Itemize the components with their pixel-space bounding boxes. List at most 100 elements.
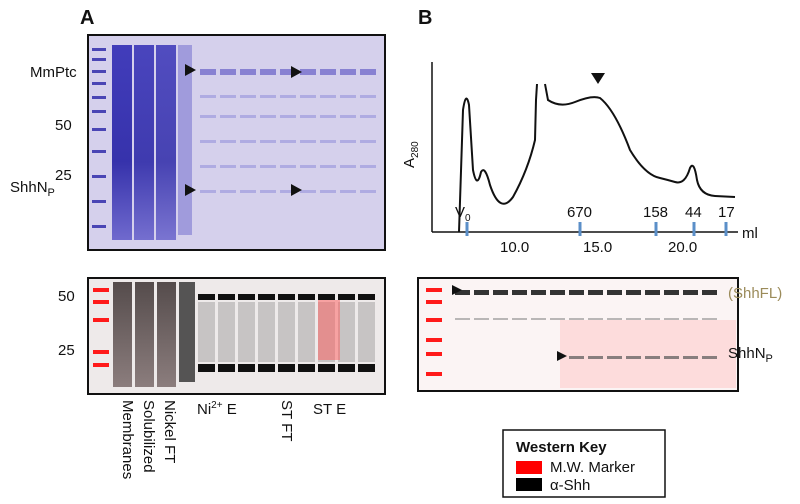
- band: [198, 364, 215, 372]
- band: [318, 364, 335, 372]
- lane-label: ST E: [313, 401, 346, 418]
- band: [664, 318, 679, 320]
- band: [200, 95, 216, 98]
- band: [664, 356, 679, 359]
- band: [320, 190, 336, 193]
- marker-label: 44: [685, 204, 702, 221]
- band: [220, 140, 236, 143]
- panel-label: B: [418, 7, 432, 29]
- band: [360, 190, 376, 193]
- lane-label: Ni2+ E: [197, 400, 237, 418]
- band: [200, 115, 216, 118]
- smear: [112, 45, 132, 240]
- ladder-band: [426, 318, 442, 322]
- band: [238, 364, 255, 372]
- band: [360, 115, 376, 118]
- band: [626, 290, 641, 295]
- lane: [358, 302, 375, 362]
- band: [260, 140, 276, 143]
- label-text: V: [455, 204, 465, 221]
- band: [260, 190, 276, 193]
- band-marker: [557, 351, 567, 361]
- band: [300, 140, 316, 143]
- key-swatch: [516, 461, 542, 474]
- band: [569, 356, 584, 359]
- band: [493, 318, 508, 320]
- band: [278, 294, 295, 300]
- band: [300, 115, 316, 118]
- band: [340, 95, 356, 98]
- band: [300, 190, 316, 193]
- lane: [218, 302, 235, 362]
- band: [340, 140, 356, 143]
- band: [683, 356, 698, 359]
- band: [298, 294, 315, 300]
- band: [588, 356, 603, 359]
- band: [300, 95, 316, 98]
- band: [474, 290, 489, 295]
- band: [200, 140, 216, 143]
- ladder-band: [426, 372, 442, 376]
- band: [320, 115, 336, 118]
- band: [280, 115, 296, 118]
- band: [340, 190, 356, 193]
- band: [493, 290, 508, 295]
- chromatogram-trace: [458, 83, 736, 233]
- label-text: Ni: [197, 401, 211, 418]
- label-text: E: [223, 401, 237, 418]
- band: [280, 165, 296, 168]
- ladder-band: [92, 225, 106, 228]
- band: [260, 165, 276, 168]
- peak-marker: [591, 73, 605, 84]
- ladder-band: [92, 128, 106, 131]
- band: [512, 318, 527, 320]
- band: [298, 364, 315, 372]
- key-item: M.W. Marker: [550, 459, 635, 476]
- band: [683, 318, 698, 320]
- ladder-band: [426, 288, 442, 292]
- band: [360, 140, 376, 143]
- lane-label: ST FT: [278, 400, 295, 441]
- band: [220, 115, 236, 118]
- band: [683, 290, 698, 295]
- ladder-band: [92, 200, 106, 203]
- gel-label: 25: [58, 342, 75, 359]
- gel-label: 50: [58, 288, 75, 305]
- lane: [278, 302, 295, 362]
- band: [664, 290, 679, 295]
- lane-label: Solubilized: [140, 400, 157, 473]
- gel-label: ShhNP: [10, 179, 55, 199]
- band: [280, 69, 296, 75]
- band-marker: [291, 66, 302, 78]
- ladder-band: [92, 175, 106, 178]
- ladder-band: [426, 352, 442, 356]
- lane-label: Nickel FT: [161, 400, 178, 463]
- band: [338, 294, 355, 300]
- smear: [156, 45, 176, 240]
- lane: [198, 302, 215, 362]
- band: [200, 69, 216, 75]
- band: [645, 356, 660, 359]
- band: [238, 294, 255, 300]
- band-marker: [291, 184, 302, 196]
- band: [218, 364, 235, 372]
- key-swatch: [516, 478, 542, 491]
- marker-label: 670: [567, 204, 592, 221]
- band: [569, 318, 584, 320]
- y-axis-label: A280: [401, 141, 421, 168]
- ladder-band: [92, 82, 106, 85]
- ladder-band: [92, 150, 106, 153]
- ladder-band: [93, 288, 109, 292]
- band: [280, 140, 296, 143]
- panel-label: A: [80, 7, 94, 29]
- band: [280, 95, 296, 98]
- gel-label: 50: [55, 117, 72, 134]
- band: [531, 318, 546, 320]
- x-tick-label: 20.0: [668, 239, 697, 256]
- band: [358, 294, 375, 300]
- band: [360, 69, 376, 75]
- band: [645, 318, 660, 320]
- label-sup: 2+: [211, 400, 223, 411]
- label-sub: P: [48, 187, 55, 199]
- band: [531, 290, 546, 295]
